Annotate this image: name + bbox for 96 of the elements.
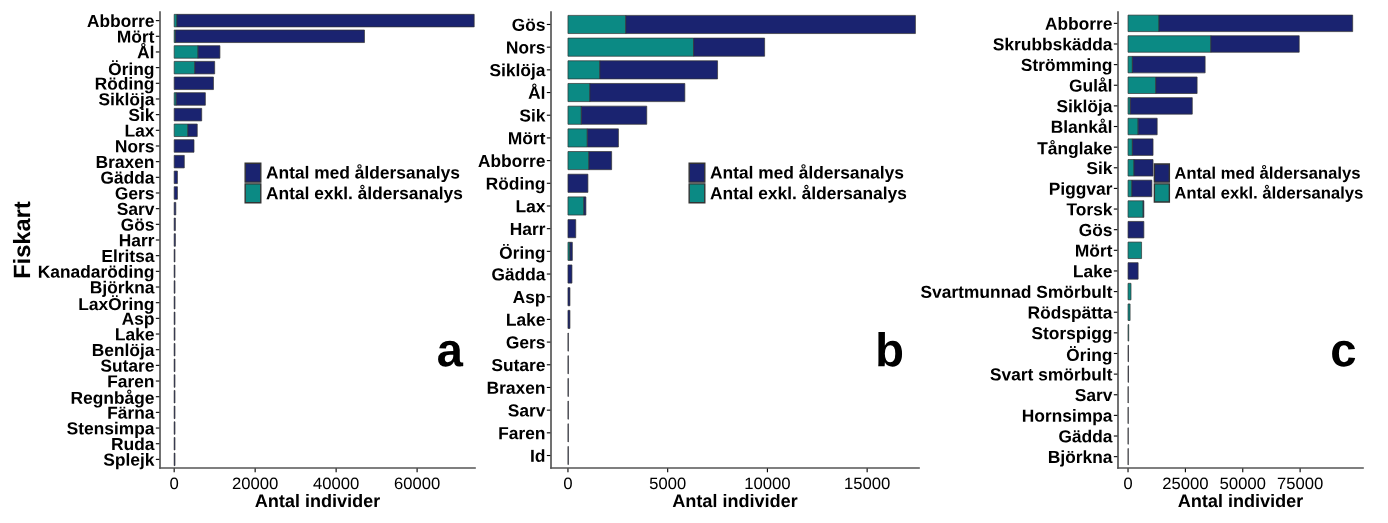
annotation: b [878, 331, 903, 367]
y-tick-label: Ål [137, 42, 154, 59]
y-tick-label: Röding [486, 176, 545, 194]
y-tick-label: Sik [1086, 161, 1113, 175]
y-tick-label: Stensimpa [67, 421, 155, 438]
y-tick-label: Gädda [101, 171, 155, 184]
annotation: a [438, 340, 464, 367]
x-tick-label: 60000 [394, 477, 440, 490]
y-tick-label: Benlöja [92, 343, 155, 360]
x-tick-label: 10000 [745, 477, 790, 490]
y-tick-label: Gös [121, 218, 154, 231]
y-tick-label: Sarv [508, 404, 546, 417]
y-tick-label: Braxen [487, 381, 545, 394]
y-tick-label: Harr [119, 234, 155, 247]
y-tick-label: Gers [115, 187, 154, 200]
x-tick-label: 20000 [232, 477, 278, 490]
y-tick-label: Id [531, 449, 545, 462]
x-tick-label: 0 [1124, 477, 1133, 490]
y-tick-label: Lake [507, 313, 545, 326]
legend-label: Antal exkl. åldersanalys [710, 184, 907, 203]
x-axis-title: Antal individer [255, 493, 380, 508]
x-axis-title: Antal individer [1178, 493, 1303, 508]
y-tick-label: Sutare [491, 358, 545, 372]
y-tick-label: Gös [512, 18, 545, 31]
y-tick-label: Färna [108, 406, 155, 419]
y-tick-label: Tånglake [1037, 140, 1112, 158]
y-tick-label: Sik [519, 108, 546, 122]
y-tick-label: Piggvar [1049, 182, 1113, 199]
y-tick-label: Blankål [1051, 118, 1112, 133]
y-tick-label: Gädda [1059, 429, 1113, 443]
y-tick-label: LaxÖring [79, 295, 154, 314]
y-tick-label: Skrubbskädda [993, 37, 1113, 51]
y-tick-label: Björkna [1048, 450, 1113, 467]
legend-label: Antal exkl. åldersanalys [266, 184, 463, 203]
legend-label: Antal med åldersanalys [266, 164, 460, 183]
y-tick-label: Braxen [96, 156, 154, 169]
x-tick-label: 50000 [1220, 477, 1266, 490]
y-axis-title: Fiskart [12, 201, 31, 278]
y-tick-label: Siklöja [1056, 99, 1113, 116]
y-tick-label: Elritsa [102, 249, 155, 263]
y-tick-label: Asp [122, 312, 154, 329]
y-tick-label: Harr [510, 223, 546, 236]
x-tick-label: 15000 [845, 477, 890, 490]
y-tick-label: Nors [507, 41, 545, 54]
y-tick-label: Lake [116, 327, 154, 341]
x-axis-title: Antal individer [672, 493, 798, 508]
y-tick-label: Abborre [478, 154, 545, 168]
y-tick-label: Faren [499, 427, 545, 440]
x-tick-label: 0 [563, 477, 572, 490]
y-tick-label: Björkna [90, 280, 155, 297]
y-tick-label: Gädda [492, 267, 546, 281]
y-tick-label: Gulål [1069, 77, 1112, 92]
y-tick-label: Lax [125, 124, 155, 137]
legend-label: Antal med åldersanalys [1174, 164, 1360, 183]
y-tick-label: Ruda [112, 437, 155, 451]
annotation: c [1332, 340, 1356, 367]
y-tick-label: Rödspätta [1028, 305, 1113, 323]
y-tick-label: Lax [516, 200, 546, 213]
y-tick-label: Storspigg [1031, 326, 1112, 343]
y-tick-label: Sutare [100, 359, 154, 372]
y-tick-label: Regnbåge [71, 389, 154, 408]
y-tick-label: Strömming [1021, 58, 1112, 75]
y-tick-label: Hornsimpa [1022, 409, 1113, 426]
y-tick-label: Sarv [1075, 388, 1113, 402]
y-tick-label: Sik [128, 108, 155, 122]
legend-label: Antal exkl. åldersanalys [1174, 184, 1363, 202]
y-tick-label: Gers [506, 336, 545, 349]
y-tick-label: Siklöja [489, 63, 546, 80]
y-tick-label: Lake [1074, 264, 1112, 278]
y-tick-label: Splejk [103, 453, 155, 470]
y-tick-label: Mört [1076, 244, 1113, 257]
y-tick-label: Abborre [87, 14, 154, 28]
x-tick-label: 40000 [313, 477, 359, 490]
y-tick-label: Abborre [1045, 17, 1112, 30]
y-tick-label: Asp [513, 291, 545, 307]
x-tick-label: 0 [170, 477, 179, 490]
y-tick-label: Svart smörbult [990, 367, 1113, 381]
y-tick-label: Öring [1066, 346, 1112, 365]
y-tick-label: Ål [528, 83, 545, 99]
y-tick-label: Gös [1079, 223, 1112, 237]
x-tick-label: 75000 [1277, 477, 1323, 490]
y-tick-label: Faren [108, 375, 154, 388]
y-tick-label: Sarv [117, 202, 155, 216]
y-tick-label: Nors [116, 140, 154, 153]
y-tick-label: Svartmunnad Smörbult [920, 285, 1113, 299]
y-tick-label: Mört [118, 30, 155, 43]
x-tick-label: 5000 [649, 477, 686, 490]
y-tick-label: Kanadaröding [38, 265, 154, 282]
y-tick-label: Öring [108, 60, 154, 79]
y-tick-label: Torsk [1066, 202, 1113, 216]
y-tick-label: Öring [499, 243, 545, 263]
x-tick-label: 25000 [1163, 477, 1208, 490]
y-tick-label: Siklöja [98, 92, 155, 109]
y-tick-label: Mört [509, 132, 546, 145]
legend-label: Antal med åldersanalys [710, 164, 904, 183]
y-tick-label: Röding [95, 77, 154, 94]
